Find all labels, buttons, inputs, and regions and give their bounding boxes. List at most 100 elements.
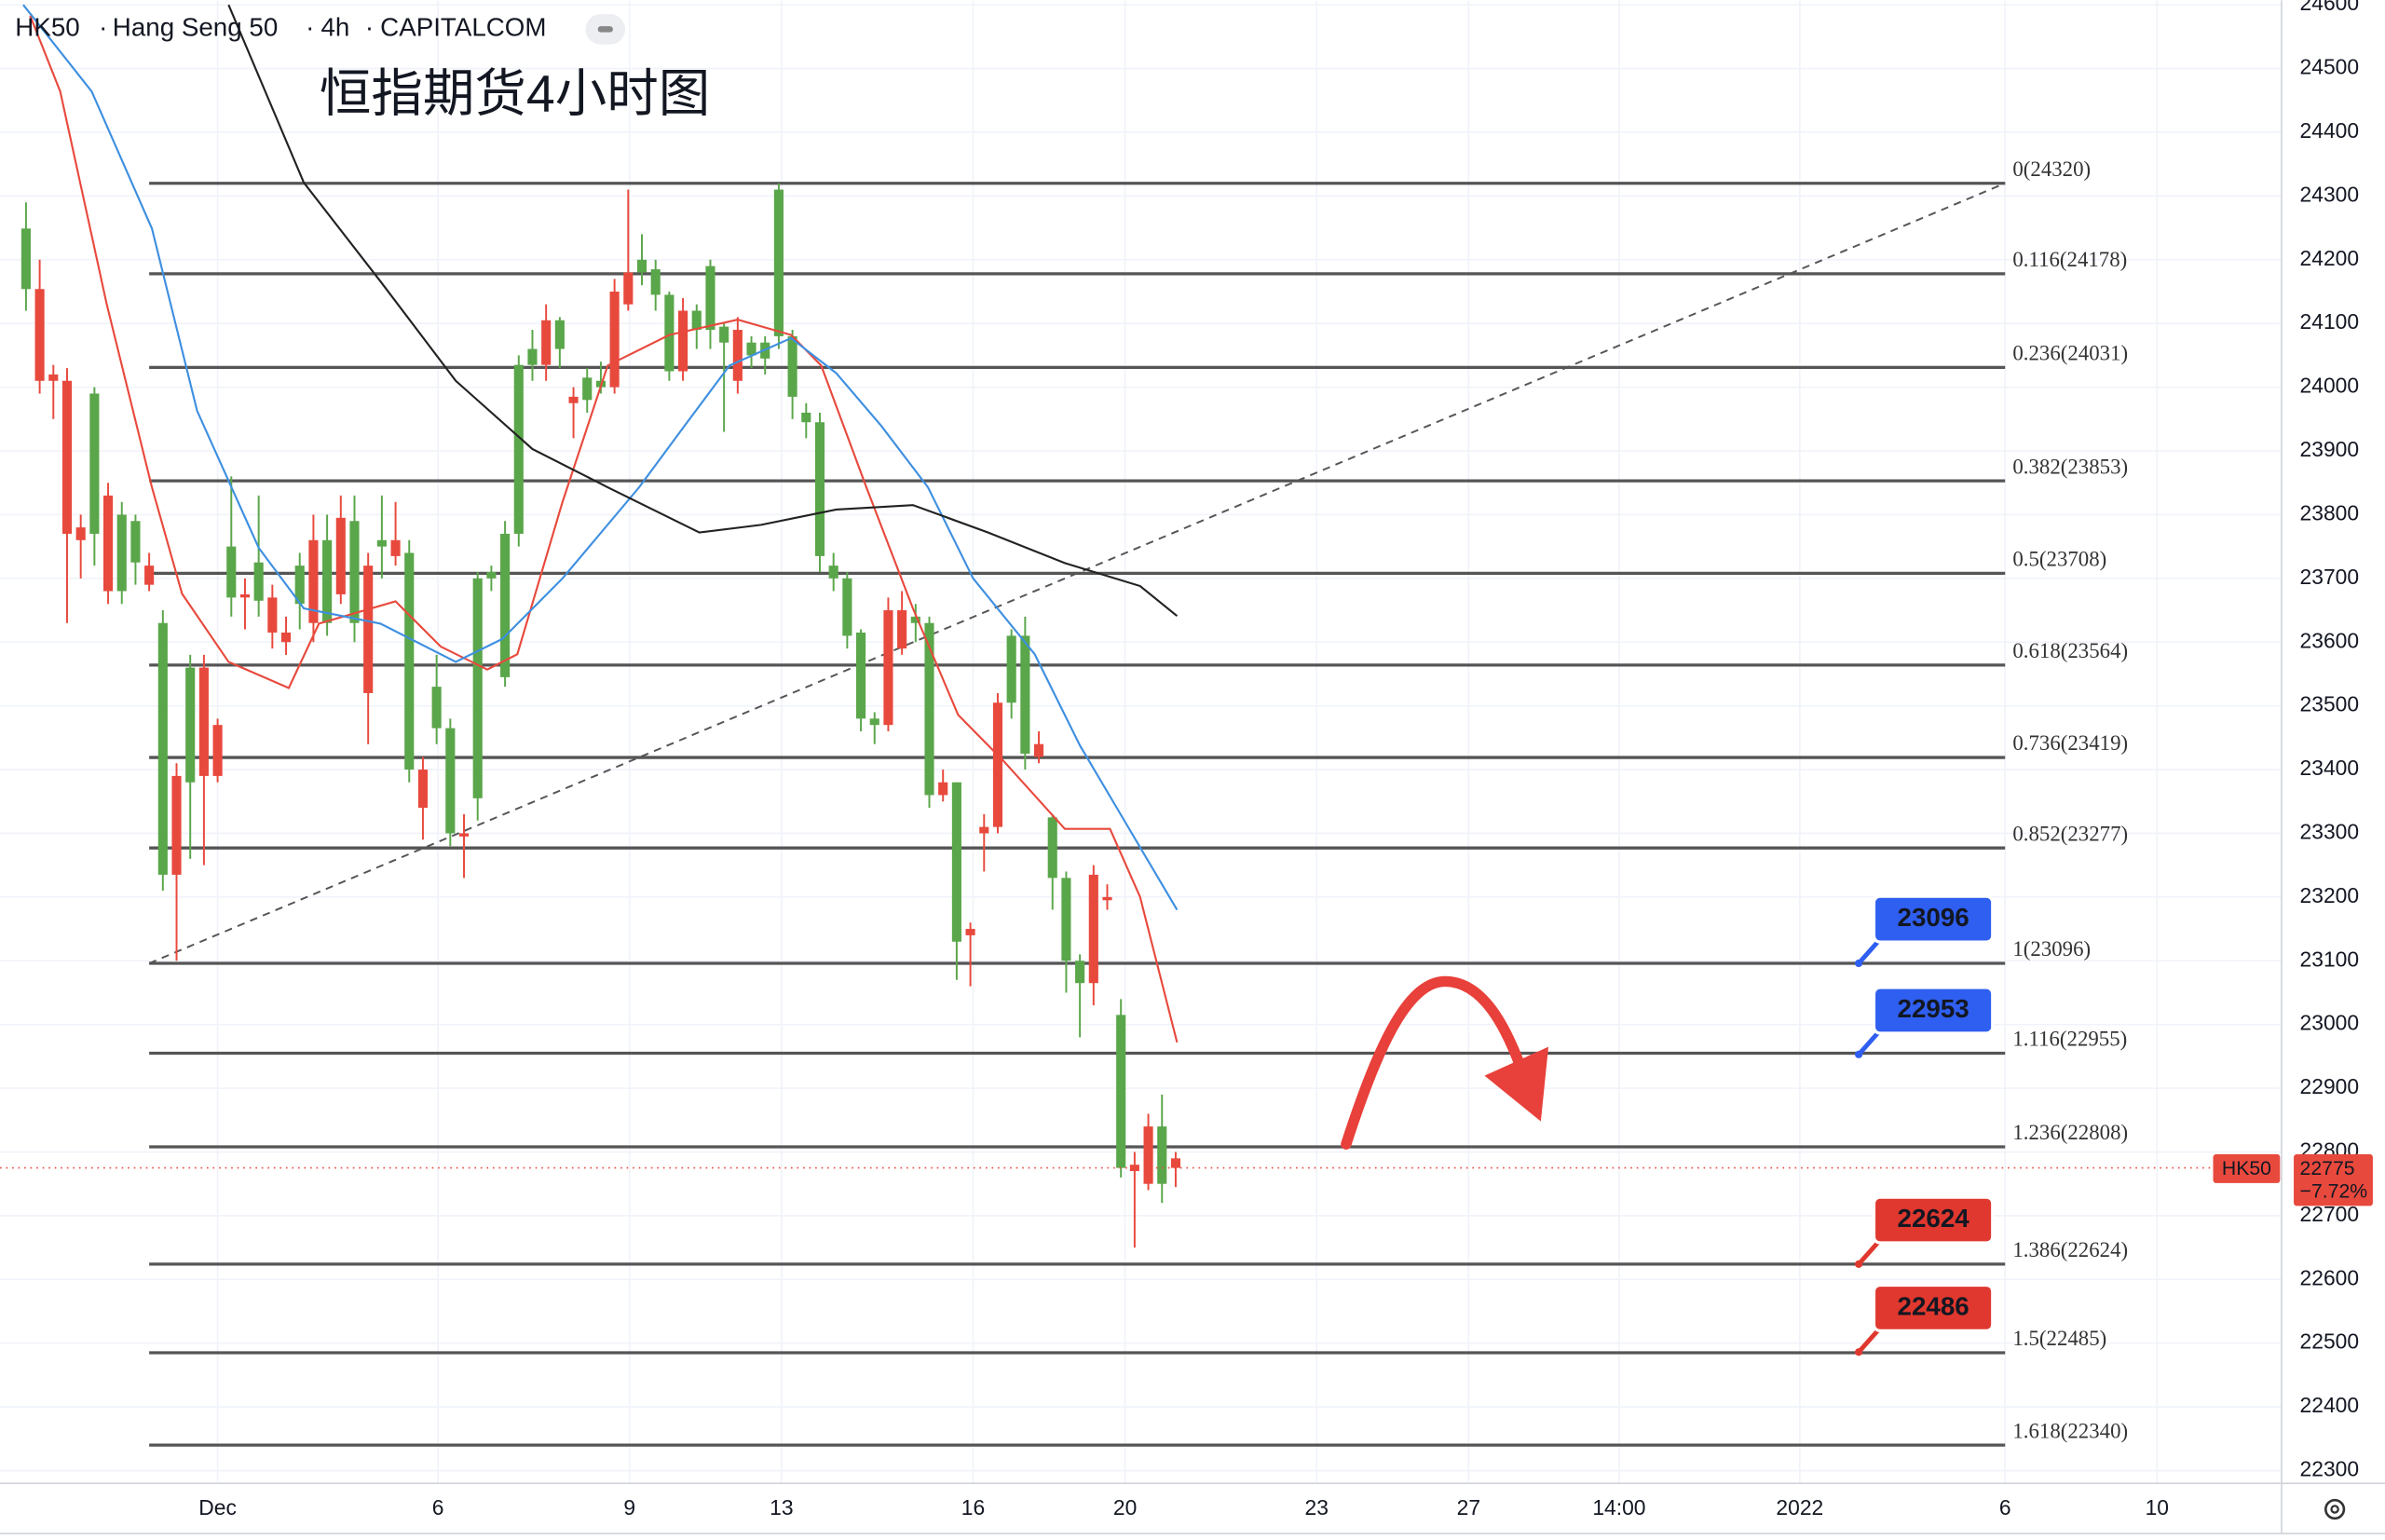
candle-body	[924, 622, 934, 796]
candle-body	[1088, 874, 1098, 984]
candle-body	[226, 546, 237, 598]
x-tick-label: 20	[1113, 1495, 1137, 1520]
candle-body	[335, 517, 346, 594]
y-tick-label: 24000	[2300, 374, 2360, 398]
settings-icon[interactable]	[2324, 1498, 2346, 1520]
price-tag-label: 23096	[1898, 903, 1969, 932]
candle-body	[239, 593, 251, 598]
candle-body	[541, 320, 552, 365]
candle-body	[89, 393, 100, 534]
candle-body	[691, 310, 702, 331]
tag-anchor	[1855, 959, 1863, 968]
y-tick-label: 22900	[2300, 1074, 2360, 1098]
candle-body	[951, 782, 961, 942]
candle-body	[910, 616, 920, 623]
candle-body	[1020, 635, 1030, 754]
y-tick-label: 22400	[2300, 1393, 2360, 1417]
fib-label: 0(24320)	[2012, 157, 2091, 181]
candle-body	[157, 622, 168, 875]
x-tick-label: 27	[1457, 1495, 1480, 1520]
trendline	[148, 182, 2006, 964]
fib-label: 0.852(23277)	[2012, 822, 2128, 845]
fib-label: 0.382(23853)	[2012, 455, 2128, 478]
candle-body	[376, 539, 387, 547]
candle-body	[636, 259, 647, 273]
plot: 0(24320) 0.116(24178) 0.236(24031) 0.382(23…	[20, 4, 2128, 1447]
candle-body	[185, 667, 196, 783]
candle-body	[267, 597, 278, 633]
price-tag-label: 22624	[1898, 1204, 1970, 1233]
arrow-head	[1484, 1046, 1549, 1122]
fib-label: 0.618(23564)	[2012, 639, 2128, 662]
candle-body	[20, 228, 31, 290]
tag-anchor	[1855, 1050, 1863, 1058]
candle-body	[212, 725, 223, 776]
fib-label: 0.736(23419)	[2012, 731, 2128, 755]
fib-label: 1.236(22808)	[2012, 1121, 2128, 1144]
candle-body	[979, 826, 989, 834]
candle-body	[116, 514, 127, 592]
candle-body	[513, 364, 524, 534]
candle-body	[1047, 817, 1057, 879]
y-tick-label: 24500	[2300, 55, 2360, 79]
candle-body	[144, 566, 155, 585]
candle-body	[363, 566, 374, 693]
candle-body	[787, 335, 797, 397]
candle-body	[855, 632, 866, 719]
candle-body	[842, 578, 852, 636]
y-tick-label: 24100	[2300, 309, 2360, 334]
candle-body	[48, 374, 59, 381]
source: CAPITALCOM	[380, 13, 546, 42]
x-tick-label: 14:00	[1592, 1495, 1645, 1520]
y-tick-label: 23900	[2300, 437, 2360, 461]
fib-label: 1.386(22624)	[2012, 1238, 2128, 1261]
x-tick-label: 6	[432, 1495, 444, 1520]
fib-label: 1.618(22340)	[2012, 1419, 2128, 1442]
fib-label: 1(23096)	[2012, 937, 2091, 961]
candle-body	[801, 412, 811, 423]
price-tag	[1872, 1283, 1995, 1333]
candle-body	[431, 687, 442, 729]
candle-body	[746, 342, 756, 356]
candle-body	[253, 562, 264, 601]
y-tick-label: 23500	[2300, 692, 2360, 716]
y-tick-label: 23700	[2300, 565, 2360, 589]
candle-body	[992, 702, 1003, 827]
candle-body	[705, 266, 716, 331]
fib-label: 0.236(24031)	[2012, 342, 2128, 365]
candle-body	[280, 632, 292, 643]
price-tag	[1872, 894, 1995, 944]
candle-body	[130, 521, 141, 563]
candle-body	[1075, 961, 1085, 984]
candle-body	[609, 291, 620, 388]
y-tick-label: 23000	[2300, 1011, 2360, 1035]
candle-body	[1170, 1158, 1181, 1168]
fib-label: 1.116(22955)	[2012, 1028, 2127, 1051]
y-tick-label: 22300	[2300, 1457, 2360, 1481]
y-tick-label: 23800	[2300, 500, 2360, 525]
candle-body	[773, 189, 784, 336]
x-tick-label: 10	[2146, 1495, 2169, 1520]
x-tick-label: 16	[961, 1495, 985, 1520]
price-box-value: 22775	[2300, 1158, 2355, 1179]
candle-body	[1006, 635, 1016, 703]
separator: ·	[365, 13, 374, 42]
x-tick-label: 2022	[1776, 1495, 1823, 1520]
candle-body	[869, 718, 879, 726]
candle-body	[1143, 1126, 1153, 1184]
candle-body	[75, 527, 86, 540]
candle-body	[814, 422, 825, 556]
x-tick-label: 13	[770, 1495, 793, 1520]
separator: ·	[99, 13, 107, 42]
candle-body	[417, 770, 429, 809]
candle-body	[678, 310, 688, 372]
candle-body	[938, 782, 948, 796]
candle-body	[568, 396, 579, 403]
tag-anchor	[1855, 1348, 1863, 1356]
candle-body	[61, 380, 73, 534]
candle-body	[198, 667, 209, 776]
y-tick-label: 24300	[2300, 182, 2360, 206]
arrow	[1341, 975, 1527, 1150]
